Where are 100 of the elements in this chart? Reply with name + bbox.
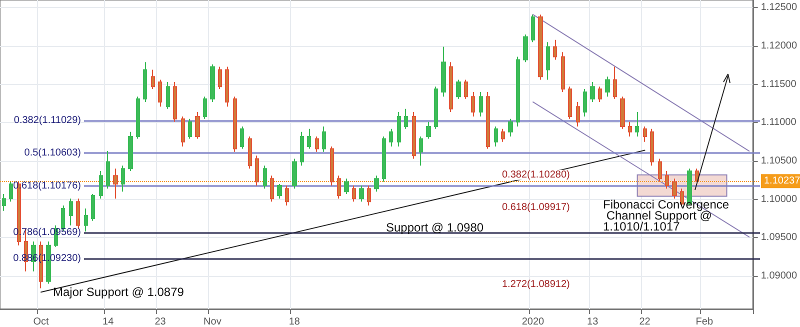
annotation: Fibonacci Convergence Channel Support @ 1.1010/1.1017: [603, 198, 730, 234]
candlestick: [121, 165, 125, 192]
candlestick: [479, 92, 483, 118]
candlestick: [553, 39, 557, 60]
candlestick: [248, 136, 252, 170]
candlestick: [426, 121, 431, 140]
candlestick: [441, 46, 446, 98]
candlestick: [233, 96, 237, 152]
candlestick: [106, 150, 110, 190]
candlestick: [9, 181, 13, 202]
candlestick: [285, 185, 289, 206]
candlestick: [523, 34, 528, 63]
x-tick-label: 2020: [522, 316, 545, 327]
candlestick: [136, 96, 140, 140]
candlestick: [695, 168, 699, 182]
candlestick: [635, 111, 639, 137]
candlestick: [173, 82, 177, 122]
candlestick: [419, 136, 423, 166]
y-tick-label: 1.11500: [760, 78, 797, 90]
candlestick: [628, 121, 632, 137]
annotation: 0.382(1.10280): [502, 169, 570, 180]
y-tick-label: 1.11000: [760, 117, 797, 128]
candlestick: [166, 82, 170, 110]
candlestick: [352, 185, 356, 202]
candlestick: [531, 14, 535, 43]
candlestick: [561, 52, 565, 93]
candlestick: [568, 86, 572, 120]
candlestick: [337, 175, 341, 200]
candlestick: [181, 116, 185, 147]
candlestick: [456, 79, 461, 100]
candlestick: [210, 64, 215, 102]
annotation: Major Support @ 1.0879: [52, 285, 184, 300]
y-tick-label: 1.09500: [760, 232, 798, 244]
ref-line-label: 1.10237: [764, 176, 800, 187]
x-tick-label: Oct: [33, 316, 49, 327]
candlestick: [672, 178, 677, 200]
candlestick: [486, 92, 490, 150]
candlestick: [359, 185, 364, 202]
candlestick: [471, 92, 475, 118]
y-tick-label: 1.12500: [760, 2, 798, 14]
candlestick: [315, 136, 319, 152]
candlestick: [292, 158, 297, 190]
x-tick-label: Feb: [696, 316, 714, 327]
candlestick: [203, 96, 207, 120]
candlestick: [277, 184, 282, 200]
candlestick: [643, 126, 647, 142]
candlestick: [300, 131, 304, 166]
candlestick: [382, 136, 386, 182]
candlestick: [650, 128, 654, 166]
x-tick-label: 13: [587, 316, 599, 327]
candlestick: [590, 82, 595, 102]
candlestick: [225, 66, 229, 108]
candlestick: [605, 76, 610, 98]
candlestick: [76, 198, 80, 229]
candlestick: [91, 193, 95, 222]
candlestick: [330, 146, 334, 186]
candlestick: [613, 66, 617, 100]
candlestick: [143, 62, 147, 102]
candlestick: [151, 69, 155, 90]
x-tick-label: 22: [639, 316, 651, 327]
candlestick: [576, 101, 580, 128]
candlestick: [449, 62, 453, 112]
candlestick: [69, 198, 73, 226]
y-tick-label: 1.09000: [760, 270, 798, 282]
candlestick: [113, 168, 118, 200]
candlestick: [583, 88, 587, 118]
candlestick: [270, 175, 274, 202]
candlestick: [434, 86, 438, 130]
candlestick: [404, 108, 408, 130]
candlestick: [620, 96, 625, 130]
y-tick-label: 1.10500: [760, 156, 798, 167]
candlestick: [307, 128, 311, 150]
candlestick: [240, 126, 244, 150]
candlestick: [344, 178, 349, 194]
candlestick: [99, 170, 103, 200]
candlestick: [374, 175, 379, 192]
annotation: 0.618(1.09917): [502, 202, 570, 213]
annotation: 1.272(1.08912): [502, 279, 570, 290]
ref-line-label: 0.382(1.11029): [14, 114, 81, 126]
candlestick: [84, 208, 88, 232]
candlestick: [195, 111, 200, 140]
candlestick: [397, 111, 401, 147]
candlestick: [538, 14, 543, 80]
candlestick: [218, 66, 222, 90]
candlestick: [546, 42, 550, 80]
candlestick: [263, 165, 267, 190]
candlestick: [494, 126, 498, 147]
x-tick-label: 18: [288, 316, 300, 327]
candlestick: [501, 128, 505, 142]
candlestick: [367, 185, 371, 206]
candlestick: [389, 128, 393, 147]
candlestick: [255, 155, 259, 186]
candlestick: [658, 158, 662, 182]
candlestick: [188, 118, 192, 140]
ref-line-label: 0.5(1.10603): [24, 148, 81, 159]
x-tick-label: 14: [102, 316, 114, 327]
x-tick-label: 23: [154, 316, 166, 327]
candlestick: [128, 131, 133, 172]
candlestick: [322, 126, 326, 152]
candlestick: [158, 79, 162, 108]
